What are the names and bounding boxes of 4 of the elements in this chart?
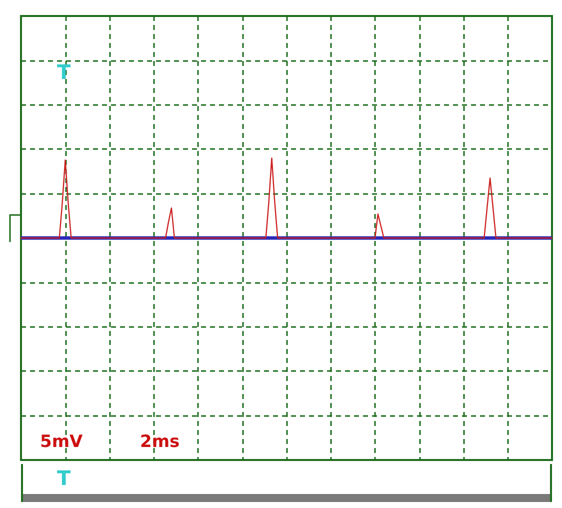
text: T bbox=[57, 466, 71, 490]
text: 5mV bbox=[40, 432, 83, 452]
text: T bbox=[57, 60, 71, 84]
text: 2ms bbox=[140, 432, 180, 452]
